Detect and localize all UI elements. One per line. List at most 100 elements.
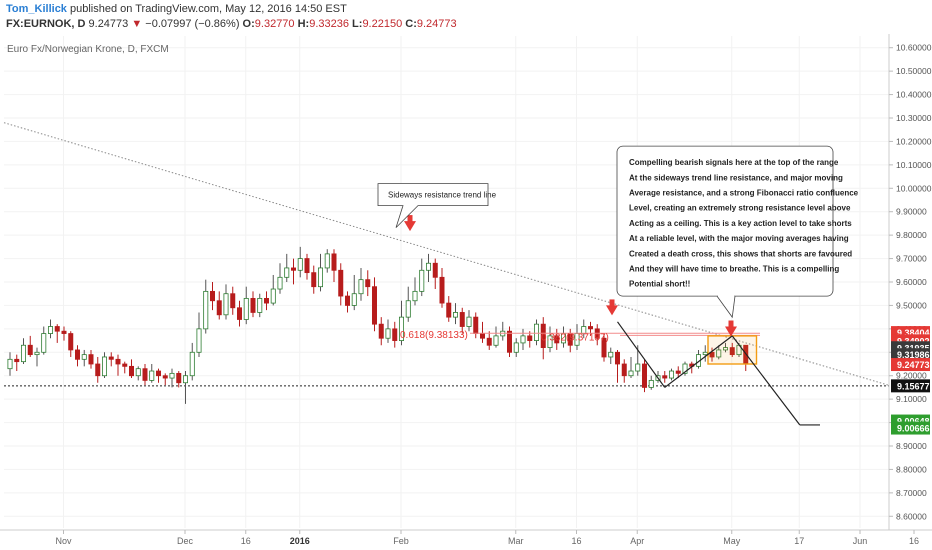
x-tick-label: May (723, 536, 741, 546)
candle-body (473, 316, 479, 334)
quote-line: FX:EURNOK, D 9.24773 ▼ −0.07997 (−0.86%)… (6, 18, 457, 30)
candle-body (486, 337, 492, 346)
chart-title: Euro Fx/Norwegian Krone, D, FXCM (7, 44, 169, 55)
time-axis[interactable]: Nov Dec 16 2016 Feb Mar 16 Apr May 17 Jun 16 (0, 529, 932, 546)
candle-body (371, 286, 377, 325)
callout-analysis-line: At a reliable level, with the major movi… (629, 234, 849, 243)
x-tick-label: Dec (177, 536, 194, 546)
price-tag-label: 9.00666 (897, 424, 930, 434)
candle-body (520, 335, 526, 344)
callout-trendline-text: Sideways resistance trend line (388, 191, 497, 200)
candle-body (642, 363, 648, 388)
candle-body (102, 356, 108, 377)
candle-body (601, 337, 607, 358)
candle-body (324, 253, 330, 269)
x-tick-label: 16 (909, 536, 919, 546)
author-link[interactable]: Tom_Killick (6, 3, 67, 15)
candle-body (338, 269, 344, 297)
candle-body (588, 326, 594, 330)
candle-body (41, 333, 47, 353)
down-arrow-icon-stem (407, 215, 413, 223)
price-tag (891, 348, 930, 362)
y-tick-label: 8.60000 (896, 511, 927, 521)
candle-body (675, 370, 681, 374)
y-tick-label: 9.20000 (896, 371, 927, 381)
candle-body (534, 323, 540, 341)
x-tick-label: 17 (794, 536, 804, 546)
x-tick-label: Nov (55, 536, 72, 546)
candle-body (452, 312, 458, 318)
x-tick-label: Apr (630, 536, 644, 546)
y-tick-label: 10.40000 (896, 90, 932, 100)
candle-body (48, 326, 54, 334)
close-value: 9.24773 (416, 18, 457, 30)
candle-body (196, 328, 202, 353)
candle-body (304, 258, 310, 274)
y-tick-label: 9.60000 (896, 277, 927, 287)
candle-body (290, 267, 296, 271)
candle-body (446, 302, 452, 318)
down-arrow-icon-stem (609, 299, 615, 307)
fib-label: 0.618(9.38133) (400, 330, 468, 341)
candles (7, 246, 749, 404)
candle-body (702, 351, 708, 356)
callout-analysis-line: Compelling bearish signals here at the t… (629, 158, 839, 167)
price-axis[interactable]: 10.60000 10.50000 10.40000 10.30000 10.20000… (888, 34, 932, 550)
price-chart[interactable]: Euro Fx/Norwegian Krone, D, FXCM 0.618(9… (0, 34, 932, 550)
candle-body (723, 347, 729, 351)
symbol-label[interactable]: FX:EURNOK, D (6, 18, 86, 30)
candle-body (108, 356, 114, 360)
candle-body (729, 347, 735, 356)
callout-analysis-line: Acting as a ceiling. This is a key actio… (629, 219, 852, 228)
candle-body (351, 293, 357, 306)
down-arrow-icon (404, 221, 416, 232)
candle-body (540, 323, 546, 348)
candle-body (75, 349, 81, 360)
y-tick-label: 10.30000 (896, 113, 932, 123)
price-tag-label: 9.24773 (897, 360, 930, 370)
candle-body (189, 351, 195, 377)
x-tick-label: Jun (853, 536, 868, 546)
candle-body (398, 316, 404, 341)
candle-body (466, 316, 472, 327)
candle-body (176, 372, 182, 384)
y-tick-label: 10.20000 (896, 136, 932, 146)
candle-body (7, 358, 13, 370)
candle-body (547, 335, 553, 348)
candle-body (311, 272, 317, 288)
high-label: H: (297, 18, 310, 30)
candle-body (135, 368, 141, 377)
y-tick-label: 9.90000 (896, 207, 927, 217)
price-tag (891, 421, 930, 435)
candle-body (709, 351, 715, 358)
callout-analysis-line: At the sideways trend line resistance, a… (629, 173, 843, 182)
low-label: L: (352, 18, 363, 30)
candle-body (669, 370, 675, 379)
candle-body (209, 290, 215, 302)
candle-body (88, 354, 94, 365)
trend-lines (3, 122, 889, 387)
candle-body (297, 258, 303, 271)
candle-body (236, 307, 242, 320)
candle-body (385, 328, 391, 339)
candle-body (317, 267, 323, 288)
x-tick-label: 2016 (290, 536, 310, 546)
high-value: 9.33236 (309, 18, 349, 30)
down-arrow-icon (725, 326, 737, 337)
candle-body (142, 368, 148, 381)
candle-body (527, 335, 533, 341)
candle-body (122, 363, 128, 367)
candle-body (439, 276, 445, 304)
published-text: published on TradingView.com, May 12, 20… (70, 3, 347, 15)
candle-body (263, 297, 269, 304)
candle-body (648, 379, 654, 388)
candle-body (216, 300, 222, 316)
candle-body (230, 293, 236, 309)
y-tick-label: 10.60000 (896, 43, 932, 53)
price-tag-label: 9.38404 (897, 328, 930, 338)
candle-body (162, 375, 168, 379)
candle-body (169, 372, 175, 379)
y-tick-label: 8.90000 (896, 441, 927, 451)
y-tick-label: 9.80000 (896, 230, 927, 240)
candle-body (344, 295, 350, 306)
